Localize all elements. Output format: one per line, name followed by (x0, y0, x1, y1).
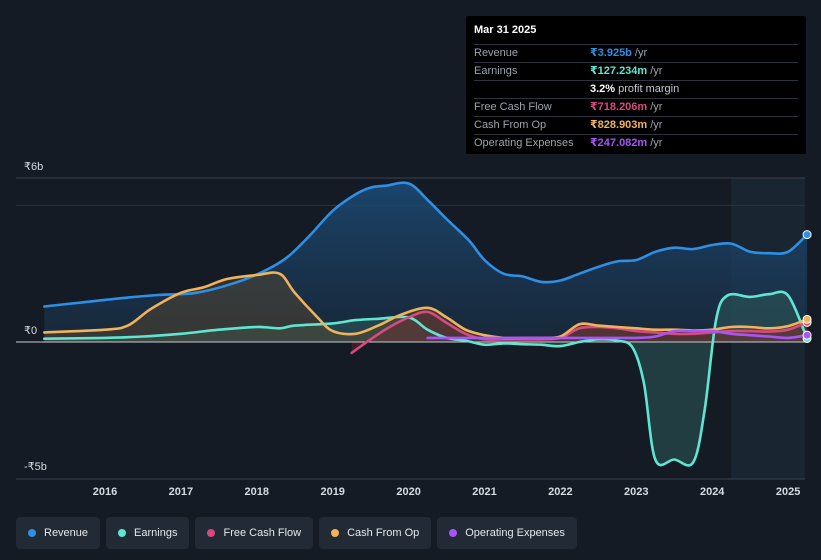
operating-expenses-endpoint[interactable] (802, 330, 812, 340)
tooltip-row-unit: /yr (650, 137, 663, 149)
y-label-bottom: -₹5b (24, 461, 47, 473)
x-tick-label: 2024 (700, 486, 725, 498)
legend-item-free-cash-flow[interactable]: Free Cash Flow (195, 517, 314, 549)
legend-item-earnings[interactable]: Earnings (106, 517, 190, 549)
tooltip-row-unit: /yr (634, 47, 648, 59)
legend-label: Earnings (134, 527, 178, 539)
x-tick-label: 2016 (93, 486, 117, 498)
tooltip-row-value: ₹247.082m (590, 137, 648, 149)
legend-dot-icon (118, 529, 127, 537)
cash-from-op-endpoint[interactable] (802, 314, 812, 324)
tooltip-row-value: 3.2% (590, 83, 616, 95)
tooltip-row: Earnings ₹127.234m/yr (474, 63, 798, 81)
y-label-zero: ₹0 (24, 325, 37, 337)
earnings-line (43, 290, 809, 467)
revenue-endpoint[interactable] (802, 230, 812, 240)
tooltip-row-value: ₹828.903m (590, 119, 648, 131)
x-tick-label: 2021 (472, 486, 496, 498)
tooltip-row-unit: /yr (650, 101, 663, 113)
legend-label: Revenue (44, 527, 89, 539)
tooltip-row-label: Free Cash Flow (474, 101, 552, 113)
tooltip-row-value: ₹127.234m (590, 65, 648, 77)
tooltip-row: 3.2% profit margin (474, 81, 798, 99)
tooltip-row: Free Cash Flow ₹718.206m/yr (474, 99, 798, 117)
legend: Revenue Earnings Free Cash Flow Cash From O… (16, 517, 577, 549)
tooltip-row: Operating Expenses ₹247.082m/yr (474, 135, 798, 152)
legend-item-cash-from-op[interactable]: Cash From Op (319, 517, 432, 549)
tooltip-row-label: Cash From Op (474, 119, 547, 131)
legend-dot-icon (449, 529, 458, 537)
legend-label: Cash From Op (347, 527, 420, 539)
legend-label: Operating Expenses (465, 527, 565, 539)
x-tick-label: 2019 (320, 486, 344, 498)
y-label-top: ₹6b (24, 161, 43, 173)
tooltip-row-label (474, 81, 590, 98)
operating-expenses-line (426, 329, 809, 340)
legend-dot-icon (28, 529, 36, 537)
chart: ₹6b ₹0 -₹5b 2016 2017 2018 2019 2020 2021 2022… (16, 161, 812, 498)
free-cash-flow-line (350, 310, 809, 355)
tooltip-row-unit: /yr (650, 65, 663, 77)
tooltip-row-unit: /yr (650, 119, 663, 131)
tooltip-row-label: Revenue (474, 47, 519, 59)
tooltip-row-label: Earnings (474, 65, 518, 77)
legend-item-revenue[interactable]: Revenue (16, 517, 101, 549)
tooltip-row-value: ₹718.206m (590, 101, 648, 113)
tooltip-row-label: Operating Expenses (474, 137, 574, 149)
legend-label: Free Cash Flow (223, 527, 302, 539)
x-tick-label: 2022 (548, 486, 572, 498)
earnings-area (44, 291, 808, 466)
x-tick-label: 2017 (169, 486, 193, 498)
cash-from-op-area (44, 272, 808, 342)
x-tick-label: 2020 (396, 486, 420, 498)
tooltip-row-value: ₹3.925b (590, 47, 632, 59)
tooltip: Mar 31 2025 Revenue ₹3.925b/yr Earnings ₹12… (466, 16, 806, 154)
x-tick-label: 2018 (245, 486, 269, 498)
tooltip-row: Cash From Op ₹828.903m/yr (474, 117, 798, 135)
tooltip-row-unit: profit margin (618, 83, 680, 95)
x-tick-label: 2025 (776, 486, 800, 498)
tooltip-date: Mar 31 2025 (474, 24, 798, 45)
tooltip-row: Revenue ₹3.925b/yr (474, 45, 798, 63)
x-tick-label: 2023 (624, 486, 648, 498)
legend-item-operating-expenses[interactable]: Operating Expenses (437, 517, 577, 549)
legend-dot-icon (331, 529, 340, 537)
free-cash-flow-area (351, 311, 808, 353)
revenue-area (44, 182, 808, 342)
legend-dot-icon (207, 529, 216, 537)
